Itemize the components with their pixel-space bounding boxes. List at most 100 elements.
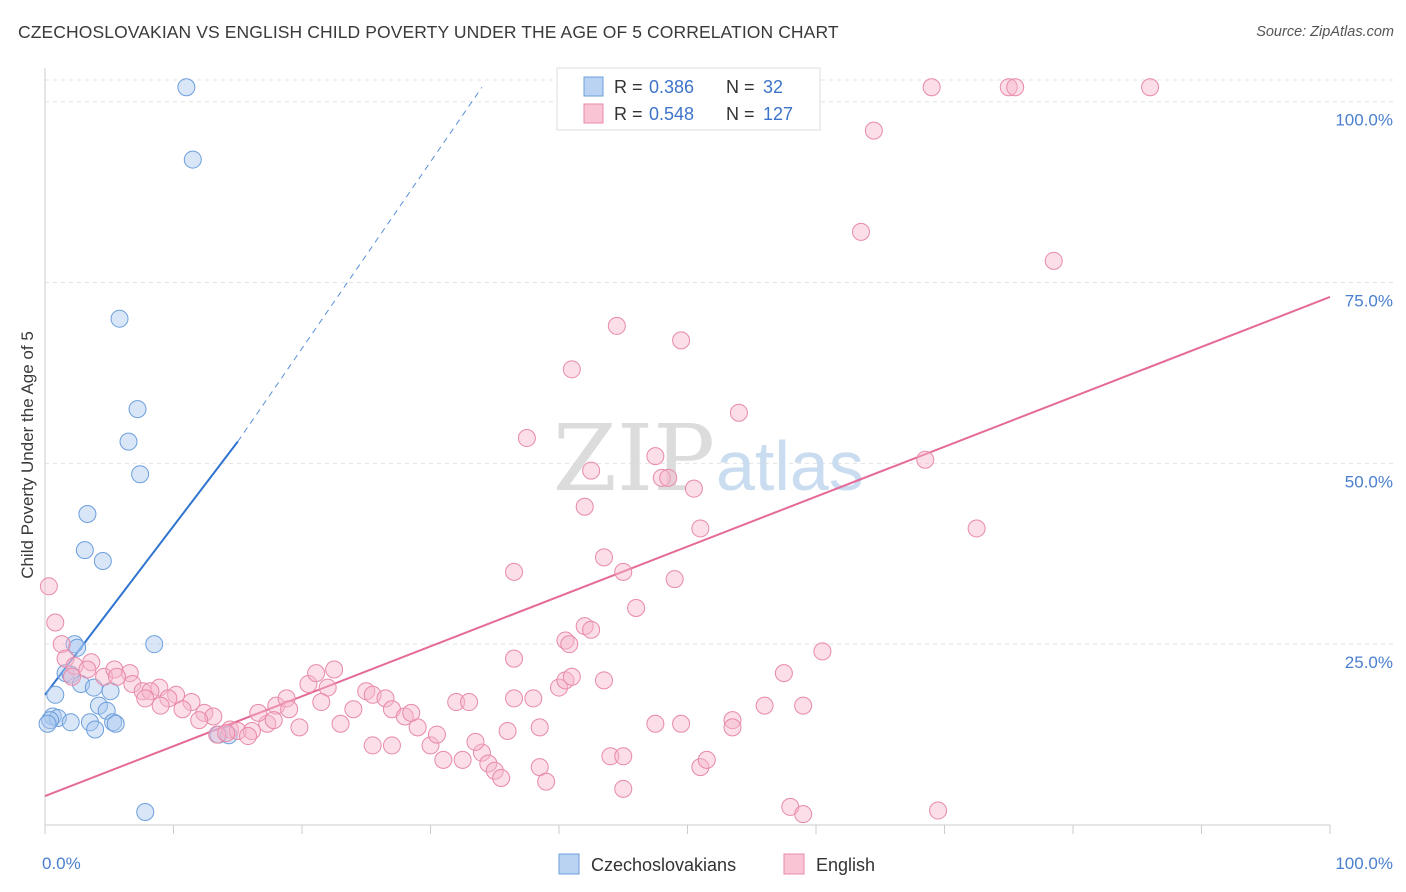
data-point [517,429,536,448]
data-point [594,548,613,567]
legend-swatch [583,103,604,124]
data-point [505,689,524,708]
data-point [382,736,401,755]
bottom-legend-label: English [816,855,875,875]
data-point [723,711,742,730]
data-point [123,674,142,693]
data-point [659,468,678,487]
legend-r-label: R = [614,104,643,124]
data-point [614,779,633,798]
legend-n-value: 32 [763,77,783,97]
data-point [607,316,626,335]
y-tick-labels: 25.0% 50.0% 75.0% 100.0% [1335,111,1393,672]
data-point [524,689,543,708]
data-point [68,638,87,657]
bottom-legend-label: Czechoslovakians [591,855,736,875]
data-point [691,519,710,538]
data-point [136,689,155,708]
data-point [46,613,65,632]
data-point [1044,251,1063,270]
legend-n-label: N = [726,77,755,97]
data-point [594,671,613,690]
data-point [794,805,813,824]
bottom-legend-swatch [783,853,805,875]
data-point [190,711,209,730]
x-tick-labels: 0.0% 100.0% [42,854,1393,873]
data-point [151,696,170,715]
data-point [460,693,479,712]
data-point [601,747,620,766]
data-point [498,721,517,740]
data-point [922,78,941,97]
data-point [472,743,491,762]
chart-title: CZECHOSLOVAKIAN VS ENGLISH CHILD POVERTY… [18,22,839,42]
data-point [280,700,299,719]
series-czechoslovakians [38,78,238,821]
legend-r-value: 0.386 [649,77,694,97]
data-point [505,649,524,668]
data-point [537,772,556,791]
data-point [331,714,350,733]
data-point [916,450,935,469]
data-point [999,78,1018,97]
data-point [614,562,633,581]
data-point [582,620,601,639]
data-point [307,664,326,683]
data-point [78,504,97,523]
data-point [312,693,331,712]
data-point [39,577,58,596]
data-point [562,360,581,379]
data-point [86,720,105,739]
data-point [697,750,716,769]
data-point [575,497,594,516]
data-point [177,78,196,97]
data-point [217,724,236,743]
data-point [93,551,112,570]
series-english [39,78,1160,824]
trend-line-english [44,296,1331,798]
data-point [402,703,421,722]
data-point [344,700,363,719]
data-point [614,747,633,766]
x-tick-label: 0.0% [42,854,81,873]
x-tick-label: 100.0% [1335,854,1393,873]
legend-n-value: 127 [763,104,793,124]
watermark: ZIP atlas [553,405,864,512]
data-point [672,714,691,733]
data-point [173,700,192,719]
data-point [627,599,646,618]
legend-r-value: 0.548 [649,104,694,124]
data-point [672,331,691,350]
data-point [530,718,549,737]
watermark-atlas: atlas [716,427,864,505]
source-label: Source: ZipAtlas.com [1256,24,1394,40]
axes [44,68,1331,834]
data-point [1141,78,1160,97]
legend-r-label: R = [614,77,643,97]
data-point [106,714,125,733]
y-tick-label: 50.0% [1345,472,1393,491]
bottom-legend: Czechoslovakians English [558,853,875,875]
data-point [75,541,94,560]
data-point [119,432,138,451]
data-point [582,461,601,480]
data-point [95,667,114,686]
data-point [723,718,742,737]
data-point [492,768,511,787]
data-point [204,707,223,726]
data-point [264,711,283,730]
y-tick-label: 75.0% [1345,292,1393,311]
data-point [159,689,178,708]
data-point [62,667,81,686]
data-point [646,714,665,733]
data-point [145,635,164,654]
data-point [228,721,247,740]
data-point [61,713,80,732]
data-point [136,802,155,821]
data-point [485,761,504,780]
data-point [652,468,671,487]
data-point [505,562,524,581]
data-point [851,222,870,241]
data-point [755,696,774,715]
